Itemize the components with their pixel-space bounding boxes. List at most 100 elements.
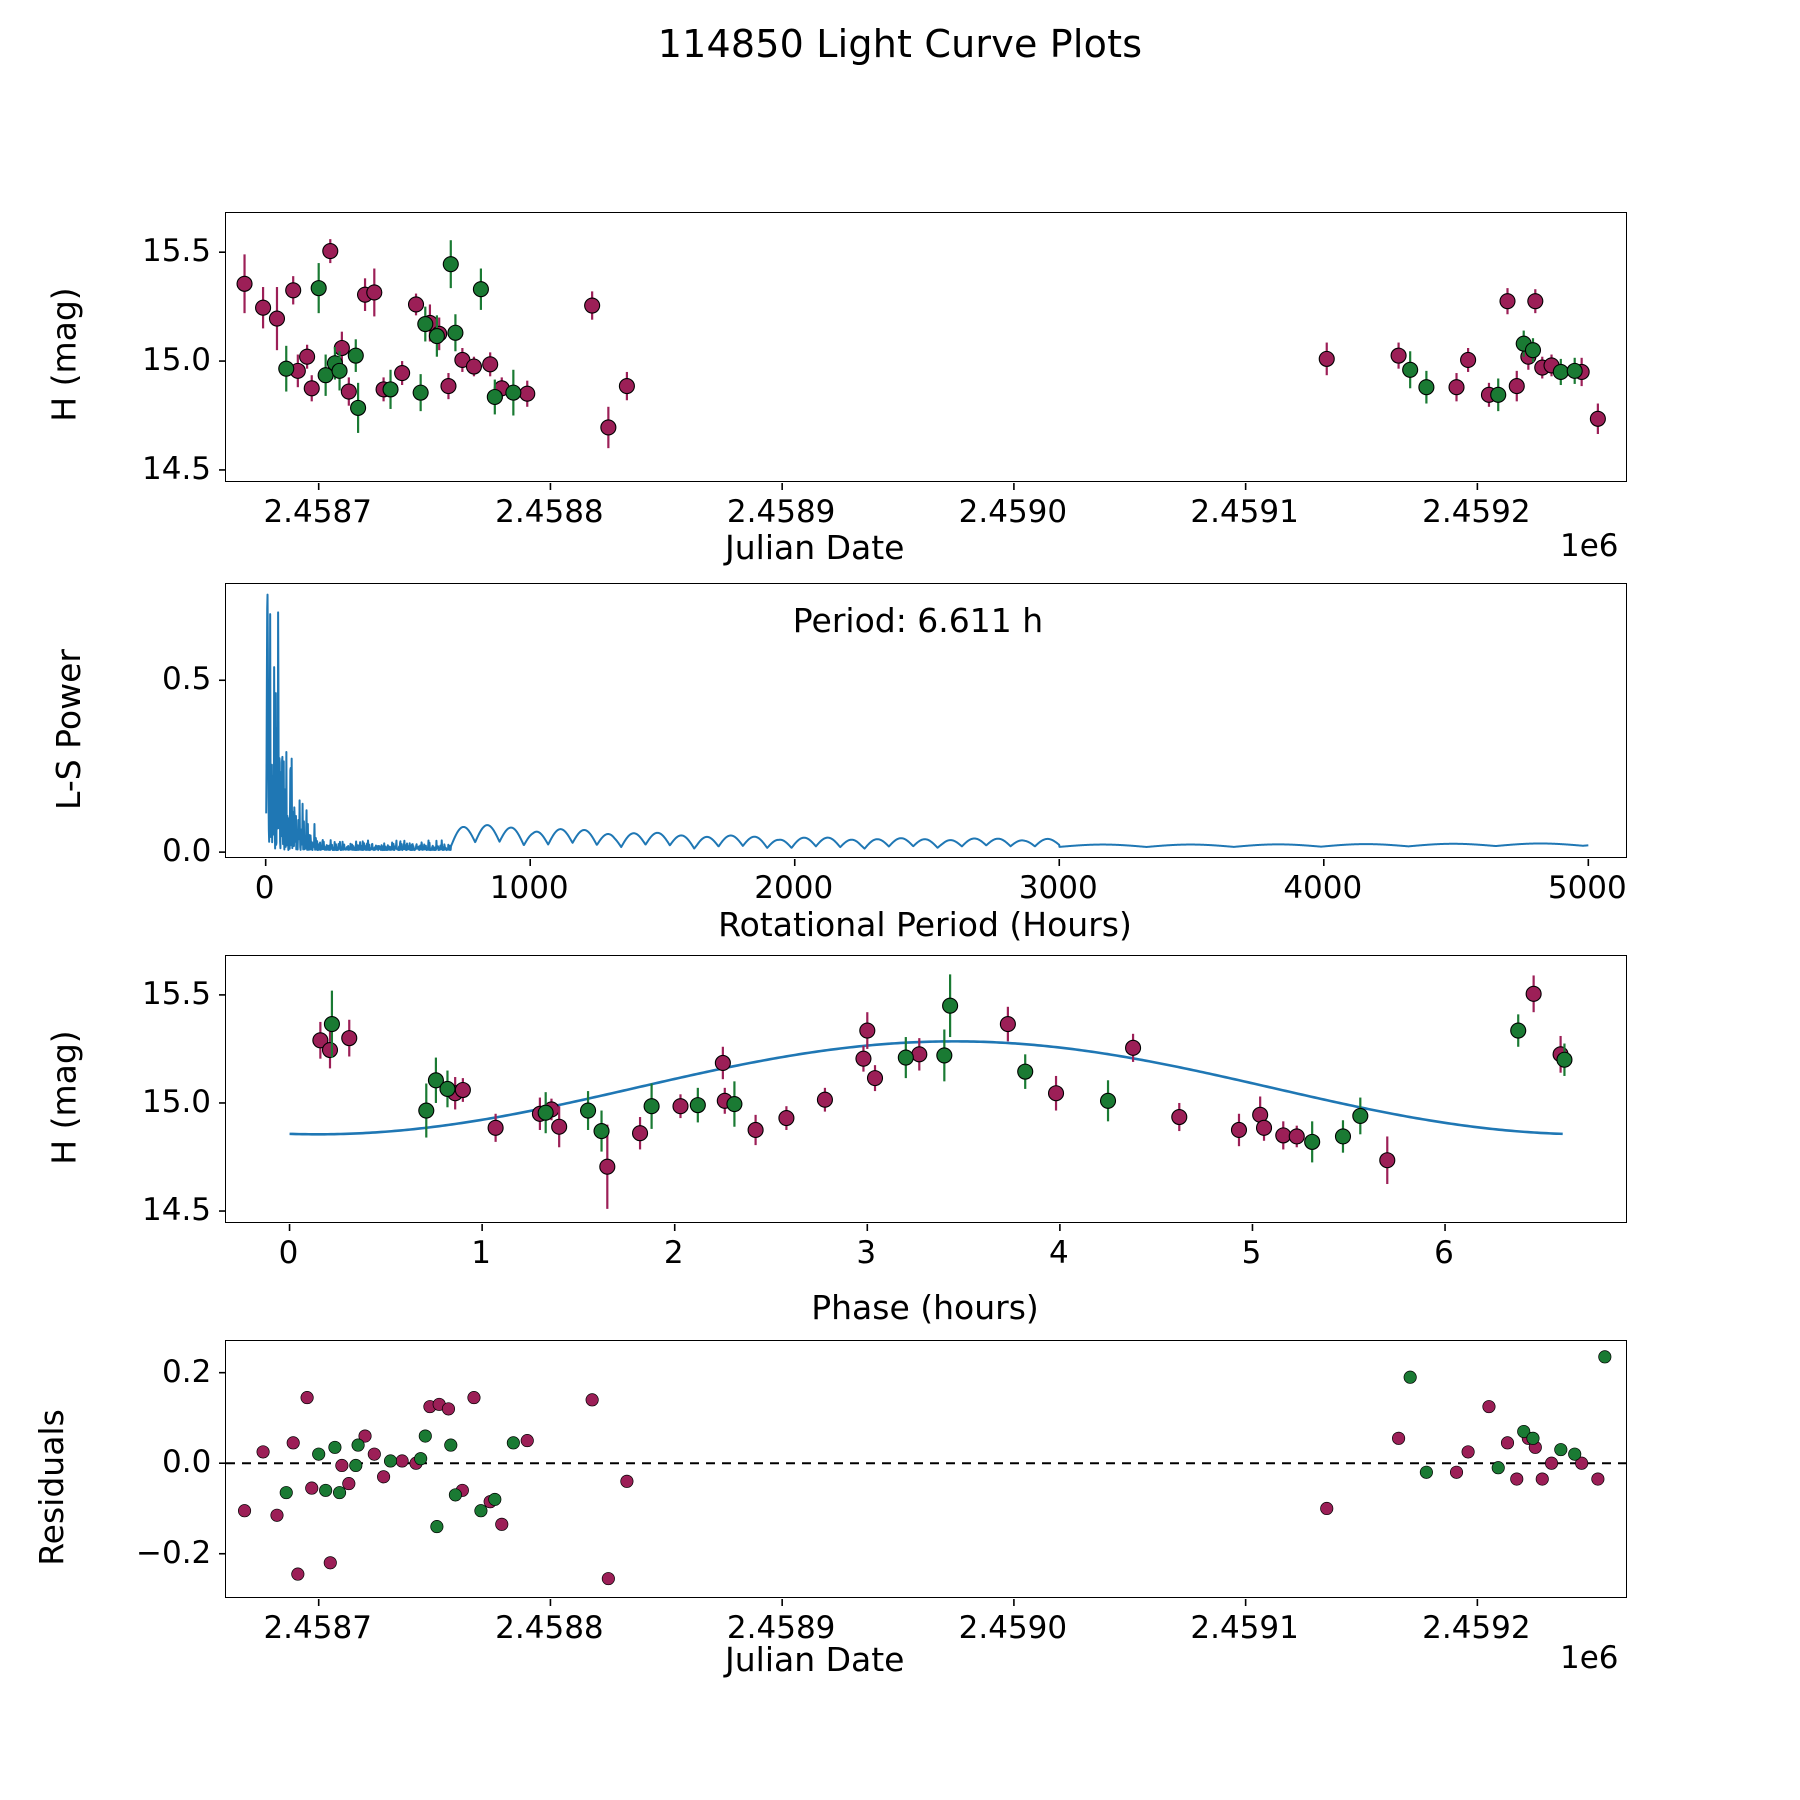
data-point [1461, 1445, 1475, 1459]
panel-periodogram [219, 583, 1627, 866]
data-point [1255, 1119, 1273, 1136]
data-point [441, 1402, 456, 1416]
data-point [366, 284, 383, 301]
y-tick-label: 0.0 [162, 1444, 212, 1481]
data-point [444, 1438, 458, 1452]
data-point [351, 1438, 365, 1452]
x-tick-label: 2.4587 [263, 494, 372, 530]
data-point [1402, 361, 1419, 378]
data-point [1099, 1092, 1117, 1109]
data-point [689, 1097, 706, 1114]
data-point [349, 1458, 363, 1473]
x-tick-label: 3000 [1018, 870, 1098, 906]
series-series_b [278, 240, 1583, 433]
y-tick-label: −0.2 [136, 1534, 212, 1571]
data-point [1575, 1456, 1589, 1470]
y-tick-label: 0.2 [162, 1353, 212, 1390]
data-point [942, 997, 959, 1014]
data-point [418, 1102, 435, 1119]
periodogram-ylabel: L-S Power [48, 649, 88, 810]
data-point [999, 1016, 1016, 1033]
data-point [726, 1095, 743, 1113]
data-point [1526, 1431, 1540, 1445]
data-point [279, 1486, 293, 1500]
data-point [1566, 362, 1583, 379]
y-tick-label: 15.5 [142, 975, 212, 1012]
data-point [1449, 1465, 1464, 1479]
periodogram-plot-area [219, 593, 1590, 866]
lightcurve-ylabel: H (mag) [44, 287, 84, 422]
panel-lightcurve [219, 212, 1627, 490]
data-point [448, 1488, 462, 1502]
data-point [519, 385, 536, 402]
data-point [778, 1110, 795, 1127]
data-point [382, 381, 399, 398]
x-tick-label: 0 [254, 870, 275, 906]
data-point [1556, 1051, 1573, 1068]
data-point [412, 384, 429, 401]
data-point [1499, 293, 1516, 310]
data-point [816, 1091, 833, 1108]
data-point [454, 1081, 471, 1099]
data-point [285, 282, 302, 299]
data-point [580, 1102, 597, 1119]
periodogram-curve [265, 593, 1589, 852]
data-point [486, 388, 503, 406]
data-point [335, 1458, 349, 1473]
data-point [1403, 1370, 1417, 1384]
data-point [859, 1022, 876, 1039]
data-point [600, 419, 617, 436]
data-point [237, 1504, 252, 1518]
residuals-xlabel: Julian Date [725, 1640, 905, 1679]
data-point [1418, 379, 1435, 396]
x-tick-label: 4000 [1283, 870, 1363, 906]
data-point [321, 1041, 339, 1059]
data-point [472, 281, 489, 298]
data-point [672, 1098, 689, 1115]
data-point [256, 1445, 270, 1459]
y-tick-label: 15.5 [142, 233, 212, 270]
data-point [418, 1429, 432, 1443]
data-point [585, 1393, 599, 1407]
data-point [505, 384, 522, 401]
y-tick-label: 15.0 [142, 342, 212, 379]
x-tick-label: 2.4587 [263, 1610, 372, 1646]
data-point [333, 1486, 347, 1500]
sinusoid-fit-line [289, 1040, 1563, 1136]
data-point [331, 362, 348, 379]
data-point [1510, 1022, 1527, 1039]
data-point [430, 1520, 444, 1534]
data-point [632, 1125, 649, 1142]
data-point [312, 1447, 326, 1461]
data-point [305, 1481, 319, 1495]
data-point [482, 356, 499, 373]
x-tick-label: 4 [1049, 1235, 1069, 1271]
data-point [1448, 379, 1465, 396]
data-point [1500, 1436, 1515, 1450]
data-point [323, 1016, 340, 1033]
data-point [866, 1070, 884, 1087]
data-point [333, 339, 350, 357]
data-point [367, 1447, 381, 1461]
periodogram-xlabel: Rotational Period (Hours) [718, 905, 1132, 944]
data-point [1460, 351, 1477, 369]
data-point [495, 1517, 509, 1531]
data-point [428, 327, 445, 345]
phased-xlabel: Phase (hours) [811, 1288, 1039, 1327]
data-point [439, 1080, 456, 1097]
data-point [342, 1477, 356, 1491]
data-point [312, 1032, 329, 1049]
data-point [328, 1440, 342, 1454]
x-tick-label: 2.4590 [958, 1610, 1068, 1646]
x-tick-label: 2.4591 [1190, 1610, 1299, 1646]
panel-phased-lightcurve [219, 955, 1627, 1231]
x-tick-label: 2.4592 [1422, 494, 1531, 530]
data-point [1419, 1465, 1433, 1479]
data-point [377, 1470, 391, 1484]
panel-residuals [219, 1340, 1628, 1606]
residuals-x-offset: 1e6 [1560, 1640, 1619, 1676]
data-point [1379, 1152, 1396, 1169]
data-point [1334, 1128, 1352, 1145]
data-point [620, 1474, 634, 1488]
series-series_a [236, 239, 1606, 449]
